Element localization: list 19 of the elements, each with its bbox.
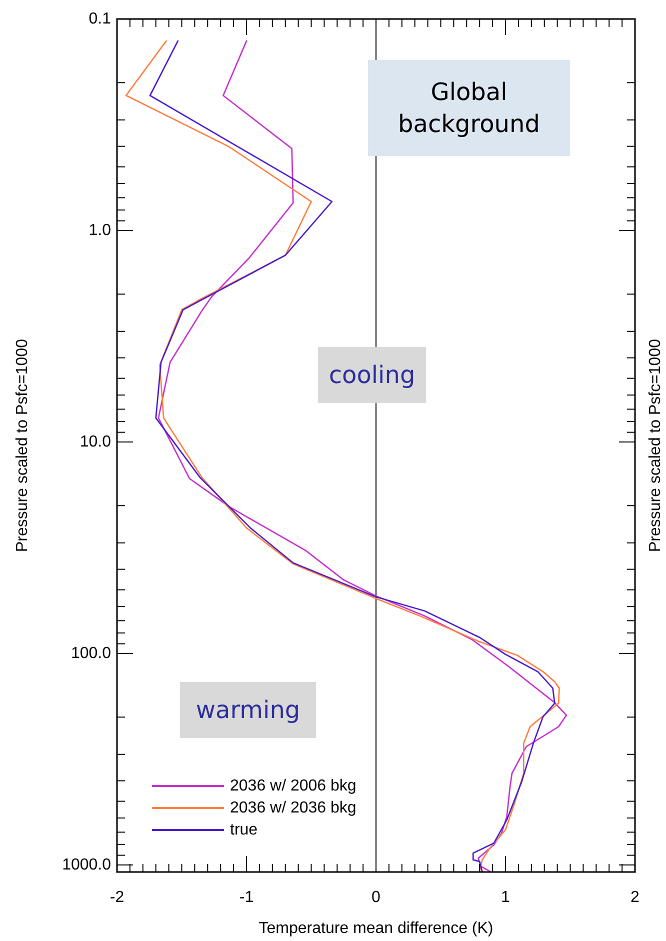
y-axis-title: Pressure scaled to Psfc=1000 xyxy=(14,338,31,552)
annotation: Global background xyxy=(398,78,540,138)
x-axis-title: Temperature mean difference (K) xyxy=(258,920,494,937)
y-tick-label: 100.0 xyxy=(70,644,112,662)
legend-label: true xyxy=(230,822,258,838)
legend-label: 2036 w/ 2006 bkg xyxy=(230,778,356,794)
y-tick-label: 1000.0 xyxy=(62,856,112,874)
legend-label: 2036 w/ 2036 bkg xyxy=(230,800,356,816)
x-tick-label: 0 xyxy=(372,889,381,906)
y-tick-label: 1.0 xyxy=(88,222,112,239)
x-tick-label: -1 xyxy=(239,889,254,906)
y2-axis-title: Pressure scaled to Psfc=1000 xyxy=(647,338,664,552)
annotation: warming xyxy=(196,696,300,724)
y-tick-label: 0.1 xyxy=(88,10,112,28)
x-tick-label: 2 xyxy=(630,889,640,906)
y-tick-label: 10.0 xyxy=(80,433,112,450)
annotation: cooling xyxy=(328,361,416,389)
x-tick-label: -2 xyxy=(110,889,124,906)
x-tick-label: 1 xyxy=(501,889,510,906)
